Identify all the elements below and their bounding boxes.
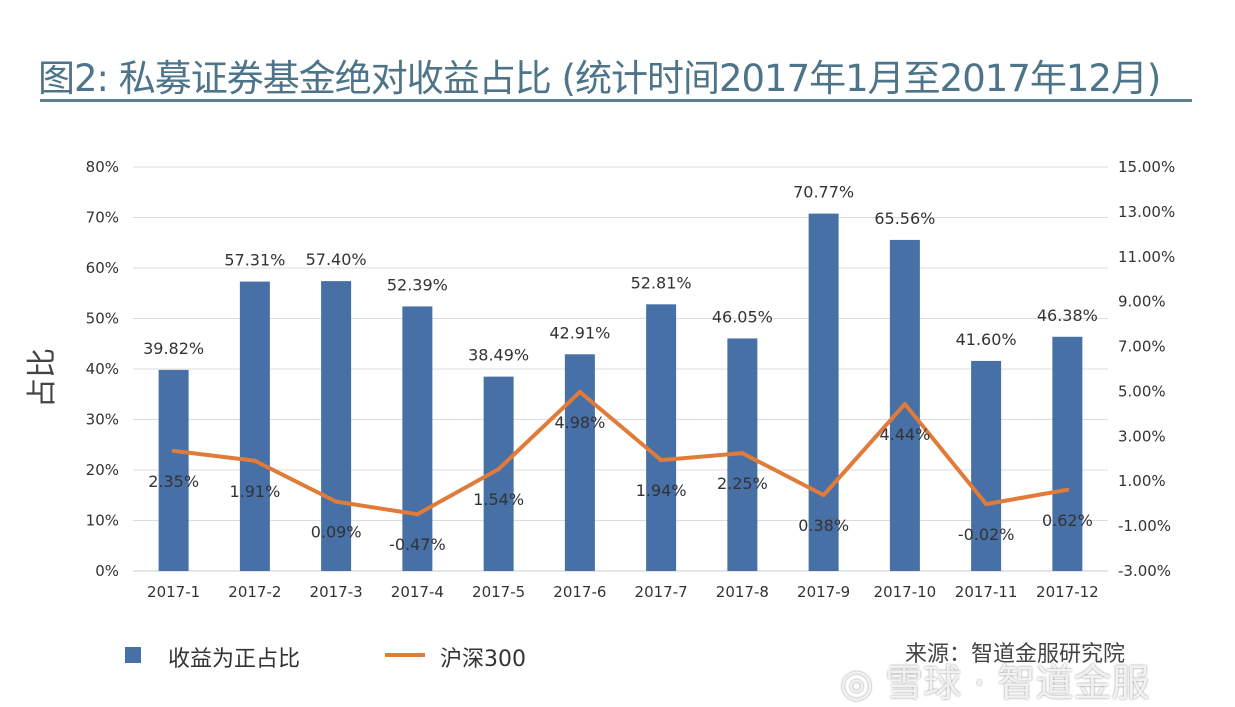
- line-point: [659, 458, 664, 463]
- x-tick-label: 2017-4: [391, 583, 444, 601]
- x-tick-label: 2017-9: [797, 583, 850, 601]
- x-tick-label: 2017-3: [310, 583, 363, 601]
- line-series: [173, 389, 1068, 517]
- bar-data-label: 41.60%: [956, 330, 1017, 349]
- right-tick-label: 7.00%: [1118, 338, 1166, 356]
- left-tick-label: 30%: [86, 411, 119, 429]
- line-point: [821, 493, 826, 498]
- bar: [402, 306, 433, 571]
- x-tick-label: 2017-7: [635, 583, 688, 601]
- bar-data-label: 57.40%: [306, 250, 367, 269]
- bar: [158, 369, 189, 571]
- line-data-label: 0.09%: [311, 523, 362, 542]
- x-tick-label: 2017-6: [553, 583, 606, 601]
- line-point: [902, 402, 907, 407]
- bar-data-label: 46.38%: [1037, 306, 1098, 325]
- right-tick-label: 15.00%: [1118, 158, 1175, 176]
- bar-data-label: 42.91%: [549, 323, 610, 342]
- left-tick-label: 60%: [86, 259, 119, 277]
- line-data-label: 1.94%: [636, 481, 687, 500]
- bar-data-label: 65.56%: [874, 209, 935, 228]
- x-tick-label: 2017-1: [147, 583, 200, 601]
- line-point: [577, 389, 582, 394]
- right-tick-label: -3.00%: [1118, 562, 1171, 580]
- x-tick-label: 2017-11: [955, 583, 1018, 601]
- bar-data-label: 39.82%: [143, 339, 204, 358]
- x-tick-label: 2017-5: [472, 583, 525, 601]
- line-point: [415, 512, 420, 517]
- legend-line-swatch: [385, 653, 425, 657]
- left-tick-label: 10%: [86, 512, 119, 530]
- bar: [1052, 336, 1083, 571]
- line-data-label: 4.98%: [554, 413, 605, 432]
- line-data-label: 2.25%: [717, 474, 768, 493]
- bar-data-label: 46.05%: [712, 307, 773, 326]
- right-tick-label: -1.00%: [1118, 517, 1171, 535]
- line-data-label: 1.91%: [229, 482, 280, 501]
- title-divider: [40, 99, 1192, 102]
- left-tick-label: 40%: [86, 360, 119, 378]
- line-point: [1065, 487, 1070, 492]
- left-tick-label: 50%: [86, 310, 119, 328]
- watermark: ◎ 雪球 · 智道金服: [840, 661, 1150, 705]
- line-point: [334, 499, 339, 504]
- line-data-label: -0.02%: [958, 525, 1015, 544]
- x-tick-label: 2017-2: [228, 583, 281, 601]
- left-tick-label: 70%: [86, 209, 119, 227]
- bar: [646, 304, 677, 571]
- right-tick-label: 1.00%: [1118, 472, 1166, 490]
- left-tick-label: 0%: [95, 562, 119, 580]
- y-axis-label: 占比: [25, 348, 60, 408]
- source-note: 来源：智道金服研究院: [905, 642, 1126, 667]
- bar: [239, 281, 270, 571]
- line-data-label: -0.47%: [389, 535, 446, 554]
- right-tick-label: 13.00%: [1118, 203, 1175, 221]
- right-tick-label: 11.00%: [1118, 248, 1175, 266]
- bar: [971, 360, 1002, 571]
- line-data-label: 0.62%: [1042, 511, 1093, 530]
- line-point: [496, 467, 501, 472]
- bar-data-label: 70.77%: [793, 183, 854, 202]
- x-tick-label: 2017-8: [716, 583, 769, 601]
- right-tick-label: 9.00%: [1118, 293, 1166, 311]
- bar-data-label: 57.31%: [224, 251, 285, 270]
- bar: [564, 354, 595, 571]
- x-tick-label: 2017-10: [874, 583, 937, 601]
- legend-bar-swatch: [125, 647, 141, 663]
- line-data-label: 0.38%: [798, 516, 849, 535]
- right-tick-label: 3.00%: [1118, 427, 1166, 445]
- line-point: [171, 448, 176, 453]
- bar-data-label: 52.81%: [631, 273, 692, 292]
- figure-title: 图2: 私募证券基金绝对收益占比 (统计时间2017年1月至2017年12月): [38, 57, 1161, 100]
- line-data-label: 1.54%: [473, 490, 524, 509]
- line-data-label: 4.44%: [879, 425, 930, 444]
- left-tick-label: 80%: [86, 158, 119, 176]
- legend-bar-label: 收益为正占比: [168, 647, 301, 672]
- bar-data-label: 38.49%: [468, 346, 529, 365]
- left-tick-label: 20%: [86, 461, 119, 479]
- x-tick-label: 2017-12: [1036, 583, 1099, 601]
- watermark-text: 雪球 · 智道金服: [885, 661, 1150, 705]
- bar-data-label: 52.39%: [387, 275, 448, 294]
- line-data-label: 2.35%: [148, 472, 199, 491]
- line-point: [740, 451, 745, 456]
- legend-line-label: 沪深300: [440, 647, 526, 672]
- line-point: [252, 458, 257, 463]
- bar: [321, 281, 352, 571]
- bar: [808, 213, 839, 571]
- right-tick-label: 5.00%: [1118, 382, 1166, 400]
- line-point: [984, 502, 989, 507]
